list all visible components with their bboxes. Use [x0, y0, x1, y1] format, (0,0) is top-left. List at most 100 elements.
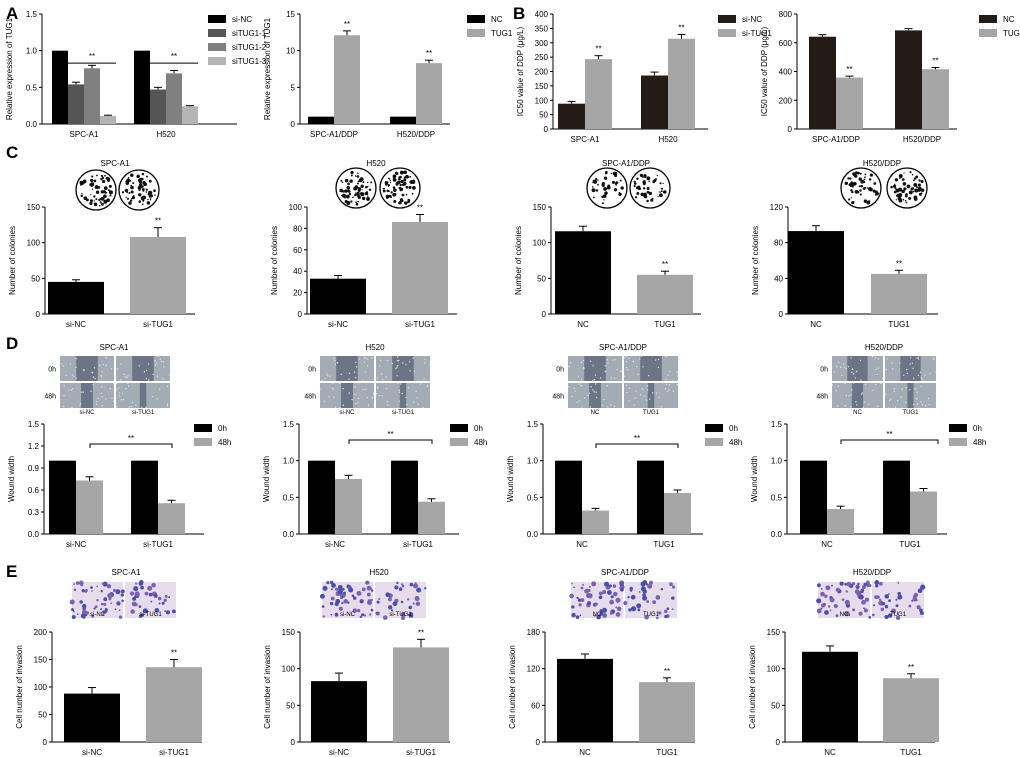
- cell-speckle-d1: [118, 387, 120, 389]
- cell-stain-e3: [601, 611, 604, 614]
- colony-dot-c2: [389, 181, 392, 184]
- colony-dot-c3: [603, 187, 607, 191]
- colony-dot-c1: [101, 176, 105, 180]
- bar-b2: [922, 69, 949, 129]
- bar-b1: [641, 75, 668, 129]
- cell-stain-e3: [593, 614, 596, 617]
- cell-stain-e3: [598, 591, 603, 596]
- cell-stain-e3: [671, 608, 674, 611]
- colony-dot-c1: [153, 189, 156, 193]
- colony-dot-c3: [605, 170, 608, 174]
- cell-speckle-d2: [386, 400, 389, 403]
- cell-speckle-d1: [151, 395, 154, 398]
- cell-stain-e3: [642, 593, 646, 598]
- colony-dot-c2: [346, 186, 350, 190]
- y-tick-label-d1: 1.2: [28, 442, 40, 451]
- bar-d1: [131, 460, 158, 534]
- cell-stain-e1: [164, 610, 167, 613]
- cell-stain-e2: [382, 615, 388, 620]
- cell-speckle-d3: [594, 383, 597, 385]
- cell-speckle-d1: [83, 369, 85, 372]
- cell-stain-e2: [341, 595, 344, 598]
- cell-stain-e3: [608, 584, 612, 588]
- cell-stain-e3: [646, 600, 650, 604]
- bar-d4: [800, 460, 827, 534]
- cell-speckle-d3: [606, 406, 609, 408]
- cell-speckle-d1: [101, 371, 103, 373]
- x-tick-label-d3: TUG1: [653, 540, 675, 549]
- cell-stain-e4: [820, 591, 825, 597]
- colony-dot-c3: [603, 176, 608, 180]
- y-tick-label-a2: 0: [291, 120, 296, 129]
- cell-stain-e3: [580, 598, 585, 603]
- colony-dot-c2: [365, 185, 368, 189]
- cell-stain-e2: [346, 585, 350, 588]
- cell-speckle-d3: [624, 375, 626, 377]
- wound-gap-d1: [81, 383, 93, 408]
- cell-stain-e4: [829, 609, 832, 612]
- bar-e4: [802, 651, 858, 742]
- y-tick-label-d1: 0.3: [28, 508, 40, 517]
- bar-a2: [308, 116, 334, 124]
- cell-speckle-d1: [95, 403, 98, 405]
- cell-speckle-d1: [132, 401, 134, 404]
- cell-speckle-d2: [372, 393, 375, 395]
- cell-speckle-d2: [399, 383, 402, 385]
- row-label-d2: 0h: [308, 367, 316, 374]
- cell-stain-e2: [375, 611, 378, 615]
- cell-speckle-d4: [933, 358, 935, 361]
- row-label-d1: 0h: [48, 367, 56, 374]
- cell-stain-e2: [401, 584, 405, 588]
- y-tick-label-b2: 800: [779, 10, 793, 19]
- colony-dot-c4: [917, 188, 919, 191]
- cell-speckle-d4: [845, 395, 848, 397]
- cell-speckle-d2: [423, 378, 425, 380]
- cell-speckle-d3: [595, 396, 598, 399]
- cell-speckle-d3: [580, 361, 583, 364]
- colony-dot-c4: [908, 190, 913, 195]
- cell-stain-e1: [80, 613, 86, 619]
- bar-a1: [182, 106, 198, 124]
- legend-swatch-d2: [450, 424, 468, 432]
- cell-speckle-d4: [912, 367, 914, 369]
- cell-speckle-d3: [676, 383, 678, 386]
- colony-dot-c1: [99, 201, 102, 204]
- cell-speckle-d1: [75, 357, 77, 360]
- cell-speckle-d2: [357, 397, 360, 400]
- colony-dot-c3: [639, 173, 644, 178]
- legend-label-d3: 48h: [729, 438, 742, 447]
- cell-speckle-d1: [116, 388, 118, 391]
- colony-dot-c4: [858, 185, 861, 188]
- cell-speckle-d4: [839, 366, 842, 368]
- cell-speckle-d3: [639, 394, 642, 396]
- colony-dot-c2: [341, 181, 344, 183]
- cell-speckle-d3: [601, 404, 604, 407]
- y-tick-label-b1: 200: [535, 68, 549, 77]
- cell-speckle-d1: [91, 372, 94, 374]
- cell-speckle-d2: [365, 357, 367, 359]
- colony-dot-c4: [898, 193, 903, 197]
- cell-stain-e2: [385, 592, 391, 598]
- image-title-c2: H520: [366, 159, 386, 168]
- colony-dot-c2: [411, 192, 414, 195]
- colony-dot-c4: [872, 189, 876, 193]
- cell-speckle-d2: [412, 357, 415, 359]
- cell-speckle-d4: [861, 393, 863, 395]
- legend-swatch-d3: [705, 424, 723, 432]
- colony-dot-c2: [393, 192, 397, 197]
- cell-speckle-d3: [665, 378, 667, 380]
- cell-speckle-d1: [80, 391, 83, 393]
- cell-speckle-d3: [576, 401, 578, 403]
- colony-dot-c1: [96, 174, 98, 177]
- cell-stain-e1: [112, 588, 117, 592]
- x-tick-label-d2: si-NC: [325, 540, 345, 549]
- colony-dot-c1: [89, 201, 93, 206]
- cell-speckle-d4: [863, 401, 865, 403]
- cell-stain-e2: [424, 587, 427, 590]
- colony-dot-c1: [147, 198, 149, 201]
- cell-speckle-d1: [62, 406, 65, 408]
- colony-dot-c3: [657, 195, 659, 198]
- cell-speckle-d2: [321, 379, 324, 382]
- legend-label-a2: TUG1: [491, 29, 513, 38]
